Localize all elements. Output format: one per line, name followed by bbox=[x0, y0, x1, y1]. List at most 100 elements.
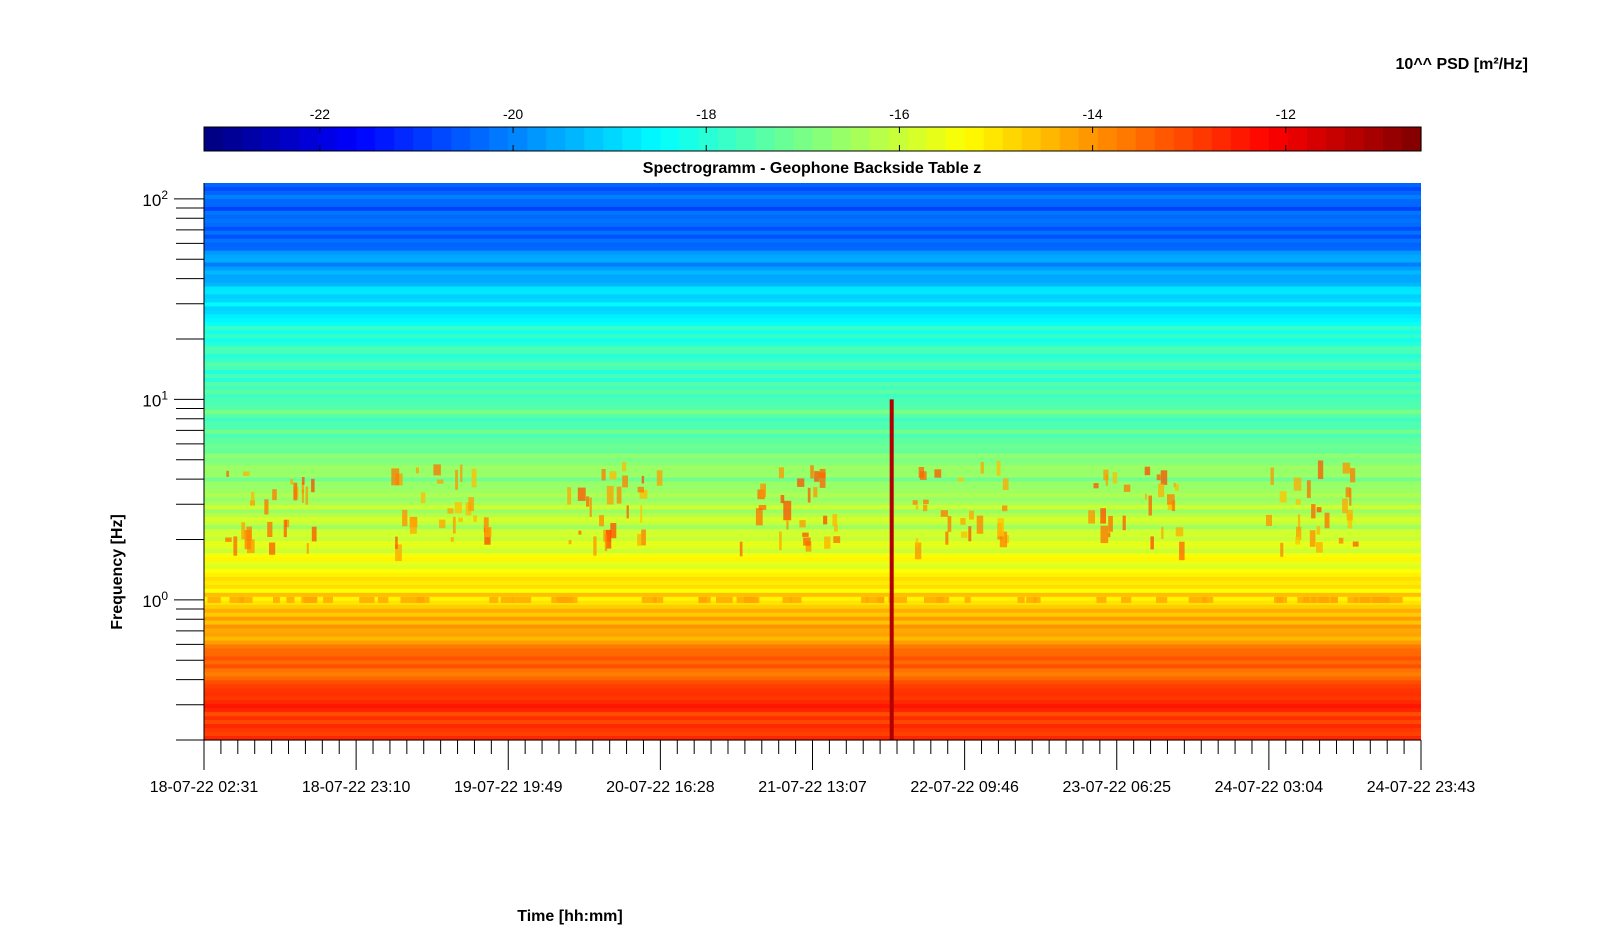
x-tick-label: 18-07-22 02:31 bbox=[150, 779, 259, 796]
microseism-segment bbox=[1354, 596, 1371, 603]
activity-patch bbox=[824, 536, 831, 549]
colorbar-block bbox=[983, 127, 1004, 151]
activity-patch bbox=[834, 524, 838, 532]
heatmap-row bbox=[204, 600, 1421, 606]
activity-patch bbox=[1123, 484, 1131, 492]
heatmap-row bbox=[204, 513, 1421, 518]
activity-patch bbox=[1342, 498, 1348, 514]
heatmap-row bbox=[204, 286, 1421, 292]
microseism-segment bbox=[866, 596, 884, 603]
activity-patch bbox=[1347, 513, 1353, 529]
microseism-segment bbox=[1303, 596, 1317, 603]
heatmap-row bbox=[204, 198, 1421, 204]
microseism-segment bbox=[400, 596, 419, 603]
heatmap-row bbox=[204, 716, 1421, 721]
colorbar-block bbox=[546, 127, 566, 151]
y-tick-label: 102 bbox=[142, 188, 168, 210]
colorbar-block bbox=[1135, 127, 1156, 151]
activity-patch bbox=[760, 483, 766, 498]
activity-patch bbox=[1002, 505, 1008, 512]
heatmap-row bbox=[204, 401, 1421, 407]
activity-patch bbox=[264, 499, 269, 515]
colorbar-block bbox=[660, 127, 680, 151]
activity-patch bbox=[1144, 493, 1147, 500]
heatmap-row bbox=[204, 330, 1421, 335]
activity-patch bbox=[947, 516, 952, 532]
broadband-event bbox=[889, 399, 894, 740]
colorbar-block bbox=[432, 127, 452, 151]
microseism-segment bbox=[653, 596, 664, 603]
heatmap-row bbox=[204, 628, 1421, 634]
heatmap-row bbox=[204, 194, 1421, 200]
activity-patch bbox=[780, 495, 785, 504]
activity-patch bbox=[269, 542, 276, 555]
heatmap-row bbox=[204, 672, 1421, 677]
heatmap-row bbox=[204, 489, 1421, 494]
activity-patch bbox=[484, 527, 492, 538]
activity-patch bbox=[622, 461, 627, 472]
microseism-segment bbox=[500, 596, 513, 603]
y-tick-exponent: 2 bbox=[161, 188, 168, 202]
activity-patch bbox=[1144, 466, 1151, 476]
colorbar-block bbox=[1116, 127, 1137, 151]
heatmap-row bbox=[204, 584, 1421, 590]
activity-patch bbox=[450, 537, 454, 542]
activity-patch bbox=[1338, 537, 1344, 544]
heatmap-row bbox=[204, 362, 1421, 367]
activity-patch bbox=[402, 509, 408, 527]
heatmap-row bbox=[204, 417, 1421, 423]
colorbar-block bbox=[337, 127, 357, 151]
activity-patch bbox=[1316, 507, 1322, 513]
microseism-segment bbox=[744, 596, 760, 603]
spectrogram-features bbox=[207, 399, 1403, 740]
microseism-segment bbox=[877, 596, 885, 603]
colorbar-tick-label: -22 bbox=[310, 106, 330, 122]
heatmap-row bbox=[204, 389, 1421, 395]
activity-patch bbox=[957, 477, 964, 482]
activity-patch bbox=[918, 467, 925, 478]
x-tick-label: 23-07-22 06:25 bbox=[1062, 779, 1171, 796]
colorbar-block bbox=[1211, 127, 1232, 151]
activity-patch bbox=[1266, 514, 1272, 526]
activity-patch bbox=[290, 479, 294, 485]
colorbar-color-blocks bbox=[204, 127, 1422, 151]
activity-patch bbox=[1161, 526, 1164, 539]
colorbar-tick-label: -18 bbox=[696, 106, 716, 122]
activity-patch bbox=[293, 482, 298, 501]
x-tick-label: 24-07-22 23:43 bbox=[1367, 779, 1476, 796]
activity-patch bbox=[779, 531, 782, 551]
activity-patch bbox=[968, 526, 972, 542]
activity-patch bbox=[797, 478, 805, 487]
colorbar-block bbox=[1249, 127, 1270, 151]
heatmap-row bbox=[204, 505, 1421, 510]
y-tick-exponent: 0 bbox=[161, 589, 168, 603]
microseism-segment bbox=[936, 596, 950, 603]
heatmap-row bbox=[204, 441, 1421, 447]
activity-patch bbox=[311, 478, 315, 493]
activity-patch bbox=[1175, 484, 1179, 491]
activity-patch bbox=[483, 517, 489, 533]
heatmap-row bbox=[204, 732, 1421, 737]
activity-patch bbox=[301, 477, 305, 485]
heatmap-row bbox=[204, 564, 1421, 570]
colorbar-block bbox=[1306, 127, 1327, 151]
chart-title: Spectrogramm - Geophone Backside Table z bbox=[643, 160, 981, 177]
heatmap-row bbox=[204, 708, 1421, 713]
heatmap-row bbox=[204, 290, 1421, 295]
colorbar-block bbox=[698, 127, 719, 151]
microseism-segment bbox=[1017, 596, 1025, 603]
activity-patch bbox=[915, 505, 919, 510]
heatmap-row bbox=[204, 608, 1421, 614]
heatmap-row bbox=[204, 445, 1421, 451]
heatmap-row bbox=[204, 210, 1421, 216]
activity-patch bbox=[578, 530, 582, 535]
colorbar-block bbox=[470, 127, 490, 151]
activity-patch bbox=[980, 461, 984, 474]
activity-patch bbox=[814, 471, 820, 482]
heatmap-row bbox=[204, 636, 1421, 642]
activity-patch bbox=[622, 475, 628, 488]
colorbar-block bbox=[945, 127, 966, 151]
colorbar-block bbox=[1230, 127, 1251, 151]
microseism-segment bbox=[716, 596, 733, 603]
colorbar-block bbox=[907, 127, 928, 151]
